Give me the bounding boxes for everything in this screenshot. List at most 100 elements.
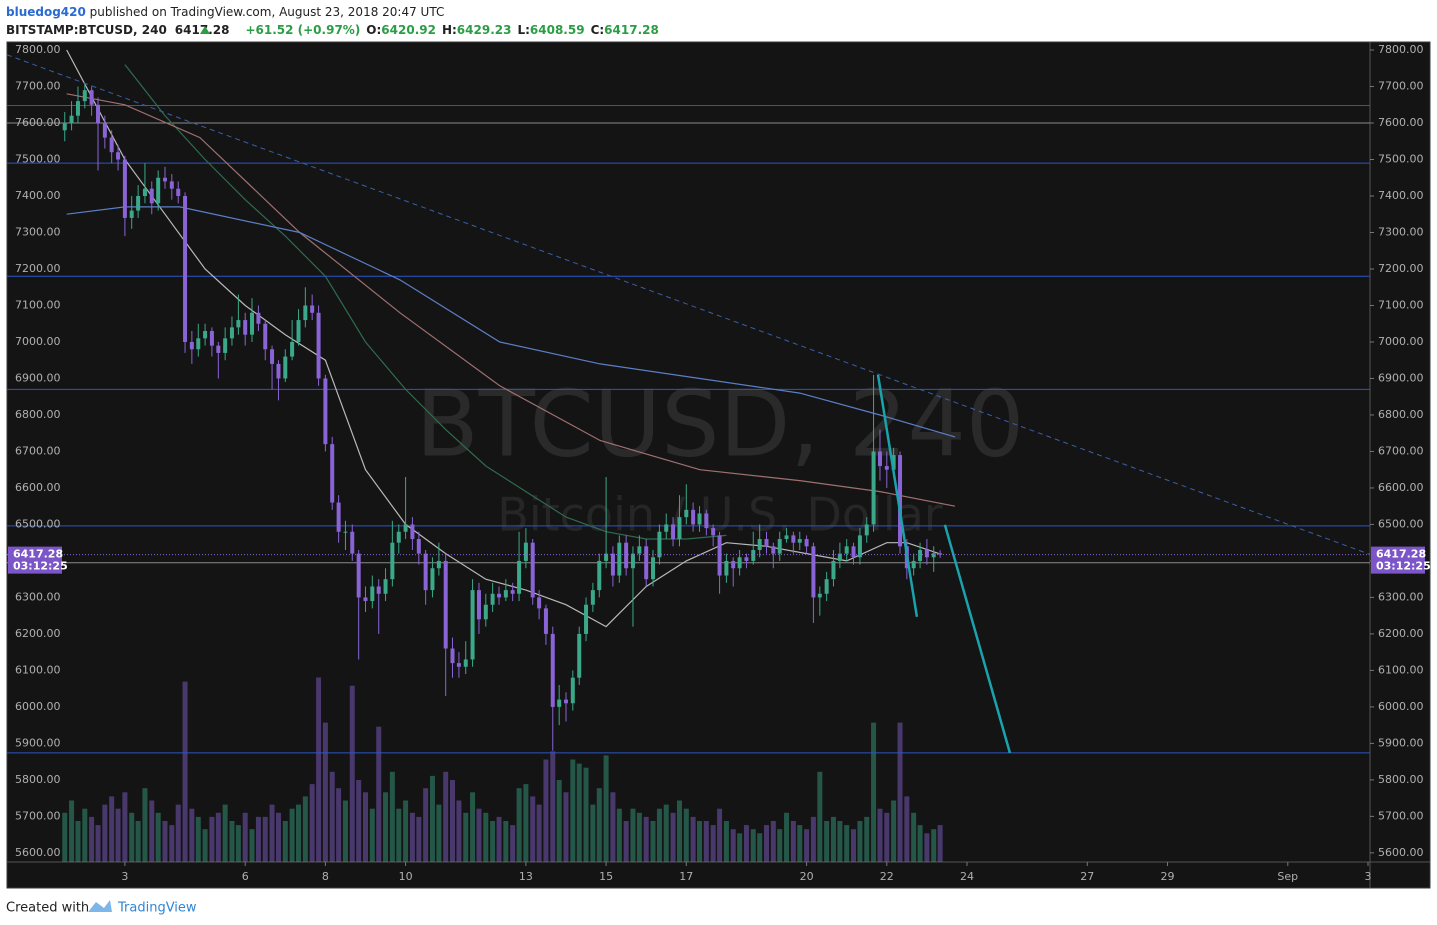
footer-brand[interactable]: TradingView [117, 901, 197, 916]
volume-bar [62, 812, 68, 862]
candle-body [310, 305, 315, 313]
volume-bar [322, 722, 328, 862]
volume-bar [543, 759, 549, 862]
candle-body [931, 553, 936, 558]
volume-bar [269, 804, 275, 862]
x-tick-label: 15 [599, 870, 613, 883]
volume-bar [403, 800, 409, 862]
moving-average [124, 64, 727, 540]
volume-bar [215, 812, 221, 862]
y-tick-label: 6900.00 [1378, 371, 1424, 384]
volume-bar [817, 771, 823, 862]
candle-body [149, 188, 154, 204]
volume-bar [369, 808, 375, 862]
candle-body [96, 104, 101, 124]
candle-body [270, 349, 275, 364]
volume-bar [316, 677, 322, 862]
volume-bar [155, 812, 161, 862]
trend-line [876, 374, 919, 617]
volume-bar [663, 804, 669, 862]
candle-body [938, 553, 943, 555]
candle-body [497, 593, 502, 598]
y-tick-label: 7100.00 [1378, 298, 1424, 311]
volume-bar [202, 829, 208, 862]
x-tick-label: 3 [121, 870, 128, 883]
volume-bar [911, 812, 917, 862]
candle-body [109, 137, 114, 153]
x-tick-label: 24 [960, 870, 974, 883]
volume-bar [643, 816, 649, 862]
candle-body [517, 560, 522, 594]
candle-body [370, 586, 375, 602]
y-tick-label: 7700.00 [1378, 80, 1424, 93]
volume-bar [536, 804, 542, 862]
volume-bar [656, 808, 662, 862]
volume-bar [757, 833, 763, 862]
candle-body [691, 509, 696, 525]
y-tick-label-left: 7500.00 [15, 153, 61, 166]
candle-body [69, 115, 74, 124]
candle-body [223, 338, 228, 353]
candle-body [196, 338, 201, 350]
candle-body [75, 101, 80, 116]
volume-bar [877, 808, 883, 862]
candle-body [711, 528, 716, 536]
candle-body [584, 604, 589, 634]
candle-body [463, 659, 468, 667]
y-tick-label: 5900.00 [1378, 736, 1424, 749]
volume-bar [616, 808, 622, 862]
volume-bar [376, 726, 382, 862]
y-tick-label-left: 7200.00 [15, 262, 61, 275]
candle-body [537, 597, 542, 609]
candle-body [744, 557, 749, 561]
volume-bar [275, 812, 281, 862]
high-label: H: [442, 23, 457, 37]
candle-body [356, 553, 361, 598]
candle-body [336, 502, 341, 532]
candle-body [189, 341, 194, 350]
volume-bar [857, 821, 863, 862]
candle-body [751, 549, 756, 561]
y-tick-label: 6500.00 [1378, 517, 1424, 530]
volume-bar [356, 780, 362, 862]
volume-bar [797, 825, 803, 862]
y-tick-label-left: 7700.00 [15, 80, 61, 93]
volume-bar [129, 812, 135, 862]
volume-bar [429, 775, 435, 862]
volume-bar [556, 780, 562, 862]
y-tick-label-left: 6500.00 [15, 517, 61, 530]
author[interactable]: bluedog420 [6, 5, 86, 19]
last-price-label-right: 6417.28 [1376, 548, 1426, 561]
symbol: BITSTAMP:BTCUSD, 240 [6, 23, 167, 37]
volume-bar [550, 751, 556, 862]
x-tick-label: 29 [1160, 870, 1174, 883]
y-tick-label-left: 6200.00 [15, 627, 61, 640]
candle-body [236, 320, 241, 328]
volume-bar [242, 812, 248, 862]
y-tick-label-left: 7600.00 [15, 116, 61, 129]
candle-body [651, 557, 656, 580]
candle-body [376, 586, 381, 594]
candle-body [851, 546, 856, 558]
x-tick-label: 27 [1080, 870, 1094, 883]
moving-average [66, 93, 956, 507]
volume-bar [249, 829, 255, 862]
volume-bar [175, 804, 181, 862]
candle-body [116, 152, 121, 160]
candle-body [122, 159, 127, 218]
volume-bar [463, 812, 469, 862]
candle-body [717, 535, 722, 576]
candle-body [784, 535, 789, 540]
x-tick-label: Sep [1277, 870, 1298, 883]
candle-body [410, 524, 415, 540]
y-tick-label: 7000.00 [1378, 335, 1424, 348]
y-tick-label-left: 6100.00 [15, 663, 61, 676]
candle-body [183, 196, 188, 342]
candle-body [610, 553, 615, 576]
candle-body [169, 181, 174, 189]
y-tick-label-left: 5900.00 [15, 736, 61, 749]
y-tick-label-left: 7800.00 [15, 43, 61, 56]
candle-body [176, 188, 181, 197]
footer-text: Created with [6, 901, 89, 916]
candle-body [817, 593, 822, 598]
